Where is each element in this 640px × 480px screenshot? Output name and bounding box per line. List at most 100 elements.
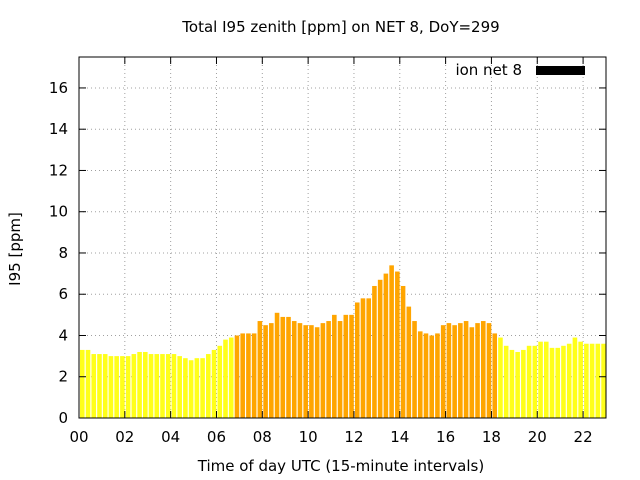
bar [206,354,211,418]
bar [228,337,234,418]
bar [372,285,377,418]
x-tick-label: 06 [207,428,226,446]
bar [515,351,520,418]
bar [601,343,606,418]
bar [417,331,423,418]
bar [143,351,148,418]
bar [91,354,97,418]
bar [234,335,240,418]
bar [280,316,286,418]
bars [80,265,606,418]
bar [400,285,406,418]
bar [383,273,389,418]
legend: ion net 8 [455,61,585,79]
bar [469,327,475,418]
bar [263,325,268,418]
bar [332,314,337,418]
bar [291,321,297,418]
bar [148,354,154,418]
bar [183,358,188,418]
x-tick-label: 18 [482,428,501,446]
bar [246,333,251,418]
bar [572,337,578,418]
bar [412,321,417,418]
bar [240,333,245,418]
x-tick-label: 04 [161,428,180,446]
bar [251,333,257,418]
plot-border [78,56,607,419]
bar [108,356,114,418]
bar [137,351,142,418]
bar [297,323,303,418]
bar [314,327,320,418]
y-axis-label: I95 [ppm] [6,212,24,286]
bar [303,325,308,418]
bar [165,354,171,418]
bar [561,345,566,418]
bar [549,347,555,418]
bar [389,265,394,418]
legend-label: ion net 8 [455,61,522,79]
bar [406,306,412,418]
bar [440,325,446,418]
bar [354,302,360,418]
bar [429,335,435,418]
bar [200,358,205,418]
bar [85,349,91,418]
chart-title: Total I95 zenith [ppm] on NET 8, DoY=299 [181,18,499,36]
y-tick-label: 2 [58,368,68,386]
y-tick-label: 14 [49,120,68,138]
x-axis-label: Time of day UTC (15-minute intervals) [197,457,484,475]
bar [492,333,498,418]
bar [446,323,452,418]
bar [475,323,480,418]
bar [154,354,160,418]
y-tick-label: 0 [58,409,68,427]
bar [589,343,595,418]
bar [320,323,326,418]
grid [79,57,606,418]
bar [360,298,366,418]
bar [131,354,137,418]
x-tick-label: 10 [299,428,318,446]
bar [480,321,486,418]
bar [171,354,177,418]
bar [114,356,119,418]
y-tick-label: 8 [58,244,68,262]
bar [188,360,194,418]
bar [286,316,291,418]
bar [509,349,515,418]
bar [423,333,429,418]
bar [102,354,108,418]
bar [343,314,349,418]
bar [125,356,131,418]
bar [532,345,538,418]
bar [395,271,400,418]
bar [458,323,463,418]
legend-swatch [536,66,585,75]
bar [211,349,217,418]
bar [223,339,228,418]
x-tick-label: 08 [253,428,272,446]
bar [217,345,223,418]
bar [177,356,182,418]
bar [326,321,331,418]
x-tick-label: 20 [528,428,547,446]
y-tick-label: 16 [49,79,68,97]
x-tick-label: 14 [390,428,409,446]
x-tick-label: 12 [344,428,363,446]
bar [349,314,354,418]
y-tick-label: 4 [58,326,68,344]
x-tick-label: 02 [115,428,134,446]
bar [194,358,200,418]
bar [578,341,583,418]
bar [377,279,383,418]
bar [463,321,469,418]
bar [584,343,589,418]
bar [452,325,457,418]
bar [269,323,274,418]
bar [595,343,601,418]
bar [503,345,509,418]
bar [566,343,572,418]
